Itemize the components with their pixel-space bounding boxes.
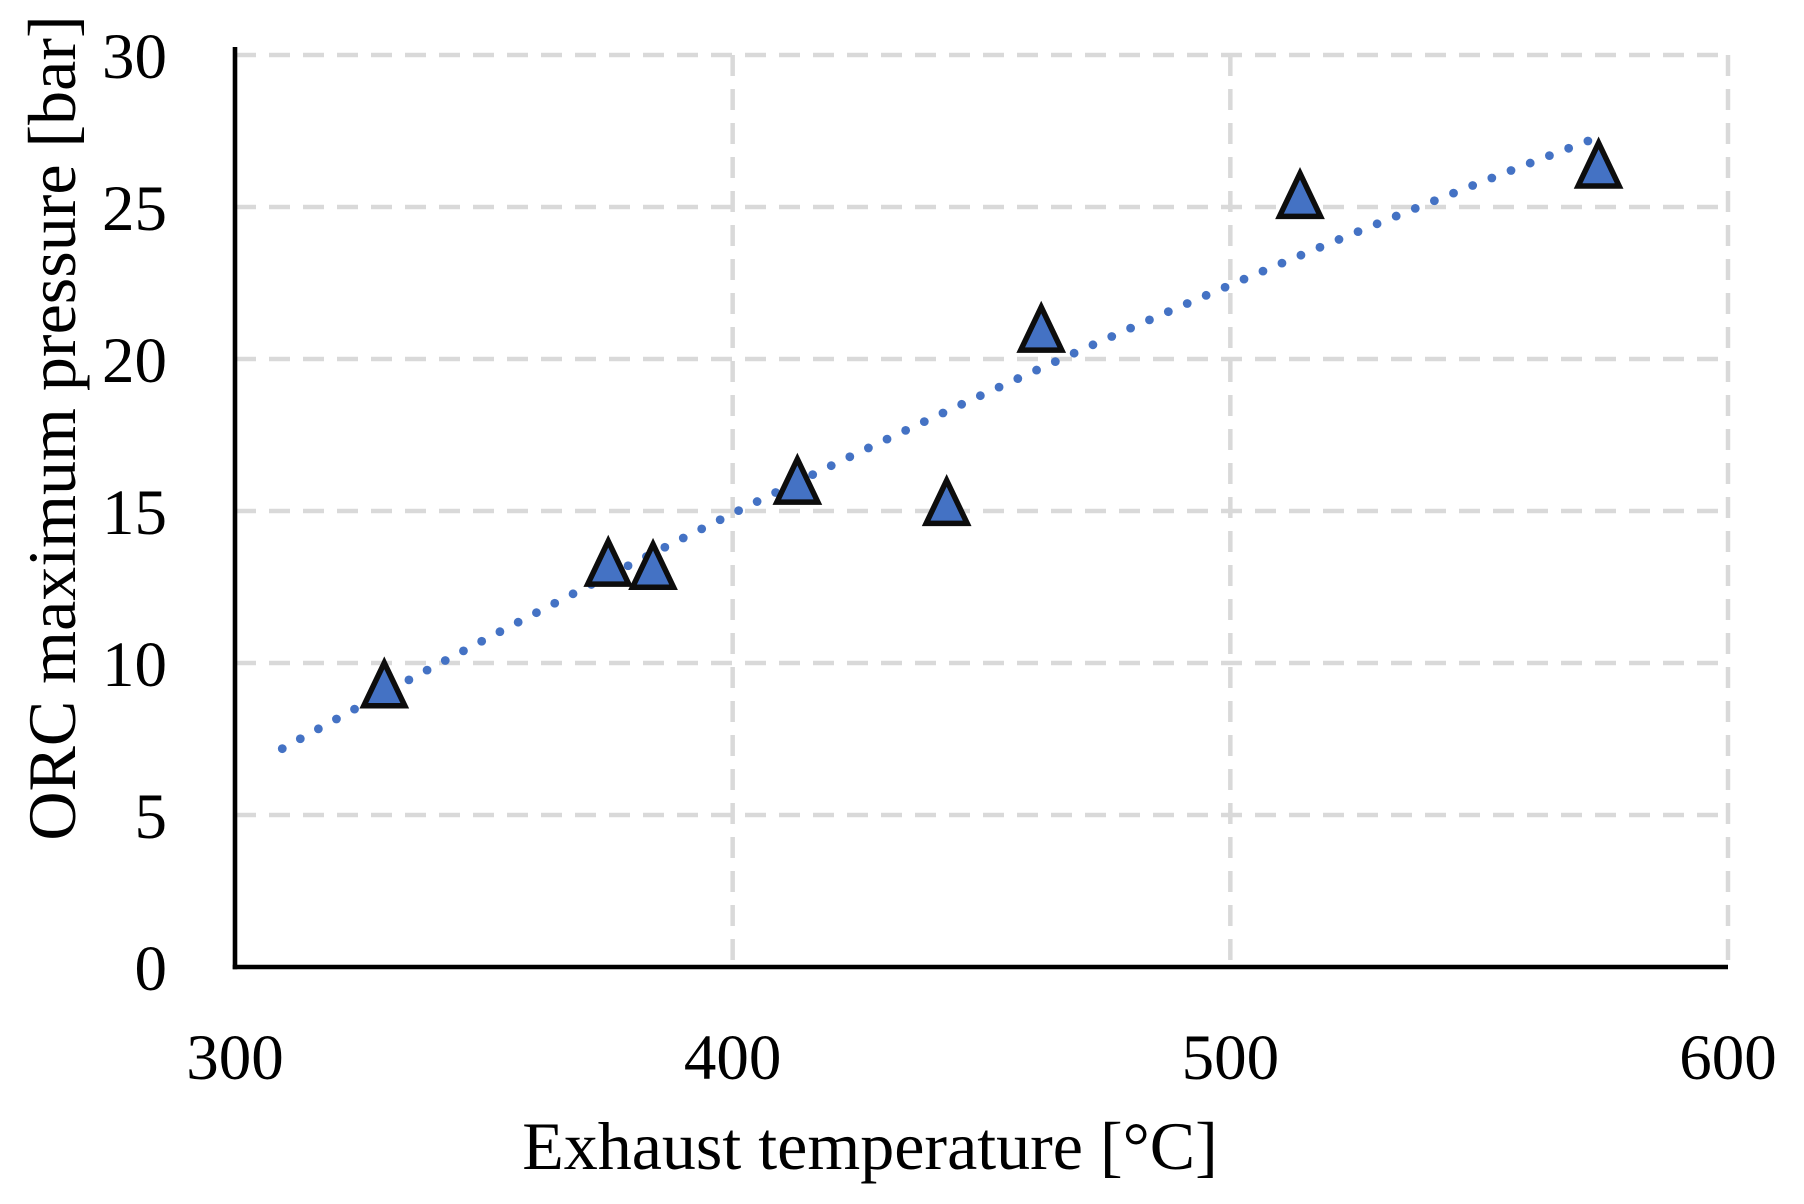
trendline-dot bbox=[1391, 211, 1401, 221]
trendline-dot bbox=[1545, 151, 1554, 161]
trendline-dot bbox=[459, 646, 468, 656]
y-tick-label: 0 bbox=[135, 933, 168, 1005]
trendline-dot bbox=[1050, 357, 1060, 367]
data-point-marker bbox=[1016, 300, 1067, 353]
trendline-dot bbox=[975, 391, 985, 401]
trendline-dot bbox=[715, 515, 725, 525]
trendline-dot bbox=[404, 675, 414, 685]
trendline-dot bbox=[1353, 227, 1363, 237]
trendline-dot bbox=[1239, 274, 1249, 284]
trendline-dot bbox=[568, 589, 578, 599]
trendline-dot bbox=[826, 461, 836, 471]
trendline-dot bbox=[994, 382, 1004, 392]
trendline-dot bbox=[422, 665, 432, 675]
x-tick-label: 600 bbox=[1679, 1022, 1777, 1094]
data-point-marker bbox=[359, 656, 410, 709]
trendline-dot bbox=[1163, 307, 1173, 317]
trendline-dot bbox=[1334, 235, 1344, 244]
trendline-dot bbox=[901, 425, 911, 435]
trendline-dot bbox=[1182, 299, 1192, 308]
trendline-dot bbox=[1201, 290, 1211, 300]
trendline-dot bbox=[882, 434, 892, 444]
trendline-dot bbox=[938, 408, 948, 418]
trendline-dot bbox=[440, 656, 450, 665]
data-point-marker bbox=[628, 537, 678, 590]
data-point-marker bbox=[583, 534, 634, 587]
trendline-dot bbox=[1145, 315, 1154, 325]
trendline-dot bbox=[1372, 219, 1382, 229]
trendline-dot bbox=[752, 497, 762, 506]
data-point-marker bbox=[1275, 166, 1325, 220]
trendline-dot bbox=[1013, 374, 1023, 383]
trendline-dot bbox=[623, 561, 633, 571]
trendline-dot bbox=[845, 452, 855, 462]
trendline-dot bbox=[1258, 266, 1268, 276]
y-tick-label: 30 bbox=[102, 21, 167, 93]
trendline-dot bbox=[1468, 181, 1478, 190]
data-point-marker bbox=[1573, 136, 1624, 189]
x-tick-label: 300 bbox=[186, 1022, 284, 1094]
trendline-dot bbox=[1220, 282, 1230, 292]
trendline-dot bbox=[1525, 158, 1535, 168]
y-tick-label: 10 bbox=[102, 629, 167, 701]
trendline-dot bbox=[1429, 196, 1439, 206]
y-tick-label: 20 bbox=[102, 325, 167, 397]
trendline-dot bbox=[495, 627, 505, 637]
trendline-dot bbox=[1069, 348, 1079, 358]
trendline-dot bbox=[1564, 143, 1574, 153]
trendline-dot bbox=[277, 744, 287, 754]
trendline-dot bbox=[808, 470, 818, 479]
trendline-dot bbox=[332, 714, 341, 724]
trendline-dot bbox=[1126, 323, 1135, 333]
trendline-dot bbox=[1487, 173, 1497, 183]
trendline-dot bbox=[1032, 365, 1041, 375]
trendline-dot bbox=[313, 724, 323, 734]
trendline-dot bbox=[1410, 203, 1420, 213]
x-tick-label: 400 bbox=[684, 1022, 782, 1094]
trendline-dot bbox=[1506, 166, 1516, 175]
trendline-dot bbox=[734, 506, 744, 516]
trendline-dot bbox=[1107, 332, 1117, 341]
trendline-dot bbox=[1277, 258, 1287, 268]
trendline-dot bbox=[678, 533, 688, 543]
trendline-dot bbox=[532, 608, 541, 618]
trendline-dot bbox=[660, 542, 670, 552]
x-tick-label: 500 bbox=[1182, 1022, 1280, 1094]
trendline-dot bbox=[957, 399, 967, 409]
trendline-dot bbox=[697, 524, 707, 534]
trendline-dot bbox=[550, 598, 560, 608]
trendline-dot bbox=[477, 636, 487, 646]
x-axis-title: Exhaust temperature [°C] bbox=[522, 1108, 1218, 1184]
y-tick-label: 25 bbox=[102, 173, 167, 245]
trendline-dot bbox=[1583, 136, 1593, 146]
data-point-marker bbox=[772, 452, 823, 505]
trendline-dot bbox=[864, 443, 873, 453]
y-tick-label: 15 bbox=[102, 477, 167, 549]
trendline-dot bbox=[513, 617, 523, 627]
trendline-dot bbox=[1315, 242, 1325, 252]
y-axis-title: ORC maximum pressure [bar] bbox=[14, 15, 90, 841]
trendline-dot bbox=[1296, 250, 1306, 260]
trendline-dot bbox=[350, 704, 359, 714]
y-tick-label: 5 bbox=[135, 781, 168, 853]
trendline-dot bbox=[1088, 340, 1098, 350]
data-point-marker bbox=[921, 473, 972, 527]
trendline-dot bbox=[1449, 188, 1458, 198]
trendline-dot bbox=[919, 417, 929, 427]
trendline-dot bbox=[295, 734, 305, 744]
